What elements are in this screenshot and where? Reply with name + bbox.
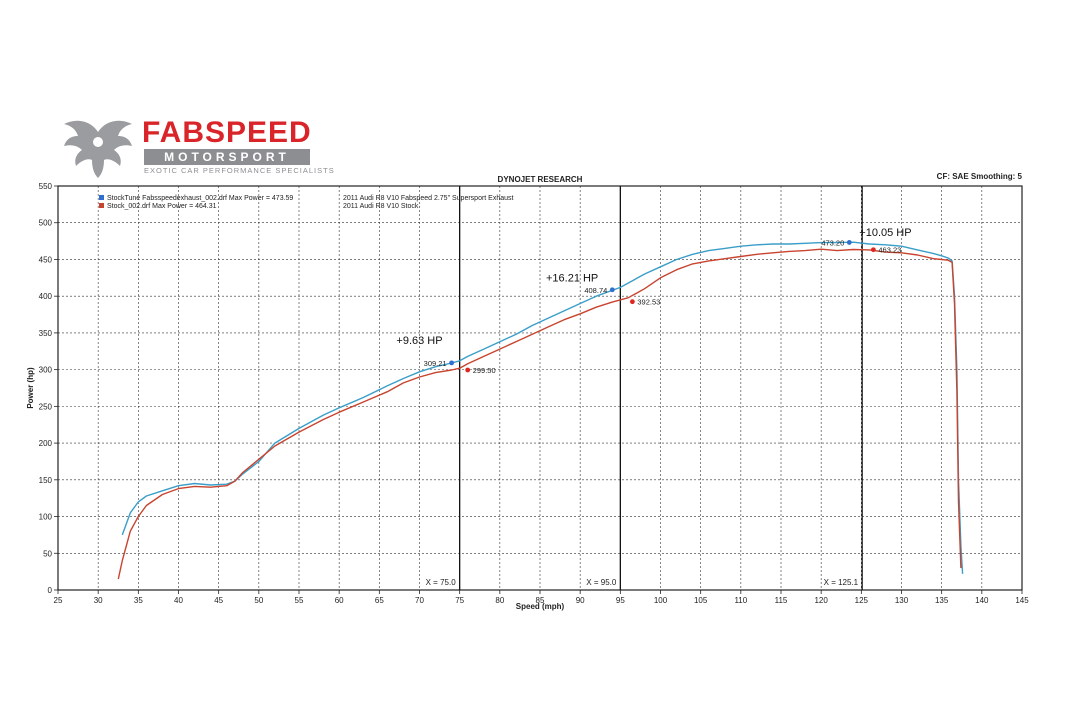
point-labels: 309.21 299.50 408.74 392.53 473.20 463.23 xyxy=(424,238,902,375)
legend-desc-stock: 2011 Audi R8 V10 Stock xyxy=(343,203,419,210)
fabspeed-logo: FABSPEED MOTORSPORT EXOTIC CAR PERFORMAN… xyxy=(62,116,334,180)
vertical-markers: X = 75.0 X = 95.0 X = 125.1 xyxy=(426,186,863,590)
vertical-marker-label: X = 75.0 xyxy=(426,578,457,587)
x-tick-label: 25 xyxy=(54,596,63,605)
y-tick-label: 350 xyxy=(39,329,53,338)
x-tick-label: 120 xyxy=(814,596,828,605)
y-axis: 0 50 100 150 200 250 300 350 400 450 500 550 xyxy=(39,182,58,595)
x-tick-label: 70 xyxy=(415,596,424,605)
x-tick-label: 85 xyxy=(536,596,545,605)
x-tick-label: 60 xyxy=(335,596,344,605)
chart-title: DYNOJET RESEARCH xyxy=(498,175,583,184)
y-tick-label: 100 xyxy=(39,513,53,522)
legend-desc-tuned: 2011 Audi R8 V10 Fabspeed 2.75" Superspo… xyxy=(343,195,514,202)
brand-subtitle: MOTORSPORT xyxy=(144,149,310,165)
y-tick-label: 300 xyxy=(39,366,53,375)
point-marker xyxy=(465,367,471,373)
y-tick-label: 450 xyxy=(39,255,53,264)
point-label: 309.21 xyxy=(424,359,447,368)
hp-gain-annotation: +16.21 HP xyxy=(546,272,598,284)
point-label: 299.50 xyxy=(473,366,496,375)
series-line-0 xyxy=(121,241,964,574)
point-marker xyxy=(609,287,615,293)
x-tick-label: 135 xyxy=(935,596,949,605)
y-tick-label: 0 xyxy=(48,586,53,595)
point-label: 392.53 xyxy=(637,298,660,307)
x-tick-label: 55 xyxy=(295,596,304,605)
x-tick-label: 140 xyxy=(975,596,989,605)
point-label: 473.20 xyxy=(821,238,844,247)
x-tick-label: 45 xyxy=(214,596,223,605)
x-tick-label: 90 xyxy=(576,596,585,605)
y-tick-label: 250 xyxy=(39,402,53,411)
x-tick-label: 105 xyxy=(694,596,708,605)
point-marker xyxy=(846,240,852,245)
x-tick-label: 125 xyxy=(855,596,869,605)
annotations: +9.63 HP +16.21 HP +10.05 HP xyxy=(396,227,911,347)
x-tick-label: 35 xyxy=(134,596,143,605)
x-tick-label: 115 xyxy=(775,596,788,605)
x-axis: 25 30 35 40 45 50 55 60 65 70 75 80 85 90 95 100 105 110 1… xyxy=(54,590,1029,605)
x-tick-label: 95 xyxy=(616,596,625,605)
brand-tagline: EXOTIC CAR PERFORMANCE SPECIALISTS xyxy=(144,166,335,175)
y-tick-label: 500 xyxy=(39,219,53,228)
x-tick-label: 100 xyxy=(654,596,668,605)
y-tick-label: 200 xyxy=(39,439,53,448)
vertical-marker-label: X = 125.1 xyxy=(824,578,859,587)
hp-gain-annotation: +10.05 HP xyxy=(859,227,911,239)
point-marker xyxy=(629,299,635,305)
series-lines xyxy=(117,241,964,580)
point-marker xyxy=(449,360,455,366)
brand-name: FABSPEED xyxy=(142,116,312,149)
point-marker xyxy=(870,247,876,253)
y-axis-label: Power (hp) xyxy=(26,367,35,409)
x-tick-label: 30 xyxy=(94,596,103,605)
y-tick-label: 400 xyxy=(39,292,53,301)
eagle-icon xyxy=(64,120,132,178)
vertical-marker-label: X = 95.0 xyxy=(586,578,617,587)
y-tick-label: 550 xyxy=(39,182,53,191)
x-tick-label: 50 xyxy=(254,596,263,605)
x-tick-label: 110 xyxy=(734,596,747,605)
point-label: 408.74 xyxy=(584,286,607,295)
legend: StockTune Fabsspeedexhaust_002.drf Max P… xyxy=(99,195,514,210)
series-line-1 xyxy=(117,248,962,580)
x-tick-label: 75 xyxy=(455,596,464,605)
hp-gain-annotation: +9.63 HP xyxy=(396,335,442,347)
grid xyxy=(58,186,1022,590)
y-tick-label: 150 xyxy=(39,476,53,485)
x-tick-label: 80 xyxy=(495,596,504,605)
legend-entry-tuned: StockTune Fabsspeedexhaust_002.drf Max P… xyxy=(107,195,293,202)
point-label: 463.23 xyxy=(878,246,901,255)
x-tick-label: 65 xyxy=(375,596,384,605)
y-tick-label: 50 xyxy=(43,549,52,558)
x-tick-label: 40 xyxy=(174,596,183,605)
legend-swatch-tuned xyxy=(99,195,104,200)
chart-header-right: CF: SAE Smoothing: 5 xyxy=(937,172,1023,181)
x-axis-label: Speed (mph) xyxy=(516,602,565,611)
x-tick-label: 145 xyxy=(1015,596,1029,605)
legend-swatch-stock xyxy=(99,203,104,208)
legend-entry-stock: Stock_002.drf Max Power = 464.31 xyxy=(107,203,217,210)
x-tick-label: 130 xyxy=(895,596,909,605)
